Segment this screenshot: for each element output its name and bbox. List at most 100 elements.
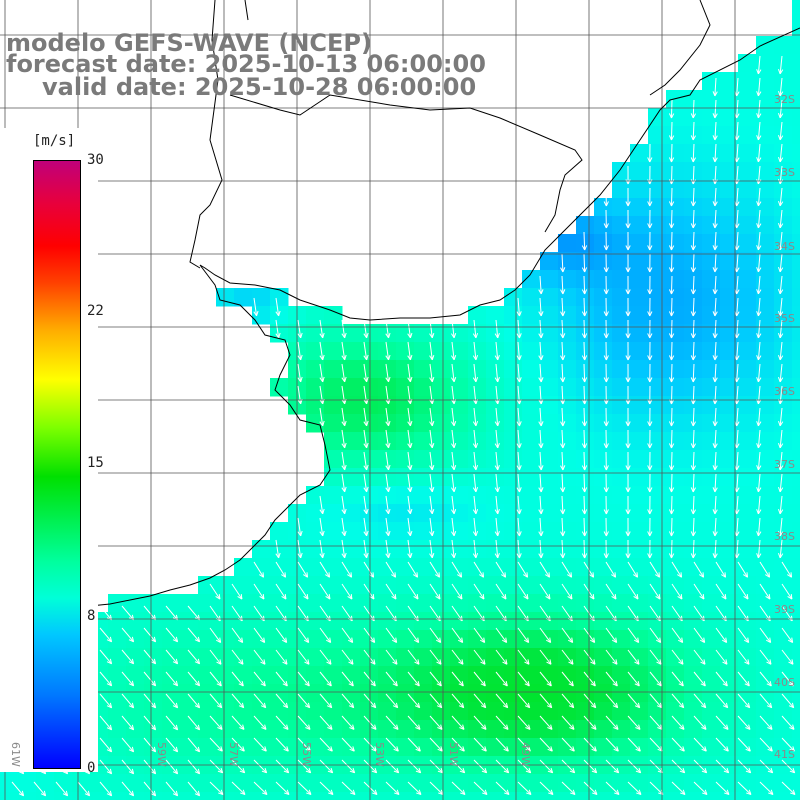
wind-arrow [581,539,588,559]
wind-cell [756,216,775,235]
wind-arrow [603,231,609,251]
wind-cell [540,666,559,685]
wind-cell [558,522,577,541]
wind-arrow [625,187,631,207]
wind-cell [144,774,163,793]
wind-cell [324,558,343,577]
wind-arrow [99,627,113,643]
wind-cell [684,360,703,379]
wind-cell [396,702,415,721]
wind-cell [540,450,559,469]
wind-arrow [581,253,588,273]
wind-arrow [647,495,653,515]
wind-arrow [121,715,135,731]
wind-cell [432,486,451,505]
wind-arrow [603,253,609,273]
wind-cell [342,378,361,397]
wind-cell [234,576,253,595]
wind-cell [738,774,757,793]
wind-cell [432,594,451,613]
wind-cell [540,396,559,415]
wind-cell [72,774,91,793]
wind-cell [468,450,487,469]
wind-arrow [472,473,479,493]
wind-cell [648,270,667,289]
wind-arrow [603,319,609,339]
wind-cell [504,414,523,433]
wind-arrow [494,341,500,361]
wind-cell [522,684,541,703]
wind-cell [684,630,703,649]
wind-cell [360,396,379,415]
wind-arrow [668,517,675,537]
wind-cell [396,666,415,685]
wind-arrow [715,649,728,665]
wind-arrow [494,363,500,383]
wind-cell [468,576,487,595]
wind-arrow [581,429,588,449]
wind-cell [486,432,505,451]
wind-cell [774,522,793,541]
wind-cell [270,612,289,631]
wind-cell [414,648,433,667]
wind-arrow [429,341,435,361]
wind-arrow [712,231,718,251]
wind-arrow [756,99,762,119]
wind-cell [558,558,577,577]
wind-cell [342,450,361,469]
wind-cell [540,540,559,559]
legend-unit: [m/s] [33,133,76,149]
wind-arrow [516,297,522,317]
wind-arrow [429,737,443,752]
wind-arrow [341,649,354,665]
wind-cell [630,774,649,793]
wind-cell [738,486,757,505]
wind-cell [540,684,559,703]
wind-arrow [671,781,686,795]
wind-cell [774,360,793,379]
wind-cell [126,684,145,703]
wind-arrow [363,407,369,427]
wind-cell [594,270,613,289]
wind-cell [216,792,235,800]
wind-cell [756,684,775,703]
wind-arrow [627,583,639,600]
wind-cell [720,558,739,577]
wind-arrow [385,583,397,600]
wind-arrow [539,781,554,795]
wind-cell [378,378,397,397]
wind-arrow [341,407,347,427]
wind-cell [792,90,800,109]
wind-arrow [55,781,69,797]
wind-cell [450,450,469,469]
wind-cell [702,522,721,541]
wind-cell [720,126,739,145]
wind-arrow [429,583,441,600]
wind-cell [702,540,721,559]
wind-cell [738,396,757,415]
wind-cell [396,720,415,739]
wind-cell [252,684,271,703]
wind-cell [324,360,343,379]
wind-arrow [516,429,522,449]
wind-cell [540,720,559,739]
wind-cell [486,774,505,793]
wind-cell [756,450,775,469]
wind-arrow [231,649,244,665]
wind-arrow [121,693,135,709]
wind-cell [486,396,505,415]
wind-arrow [143,759,157,775]
wind-cell [774,378,793,397]
wind-cell [54,792,73,800]
wind-arrow [581,517,588,537]
wind-cell [756,630,775,649]
wind-cell [558,378,577,397]
wind-cell [396,684,415,703]
wind-cell [216,576,235,595]
wind-arrow [209,693,223,709]
wind-arrow [690,99,696,119]
wind-arrow [187,759,201,775]
wind-cell [324,648,343,667]
wind-cell [630,702,649,721]
wind-cell [576,792,595,800]
